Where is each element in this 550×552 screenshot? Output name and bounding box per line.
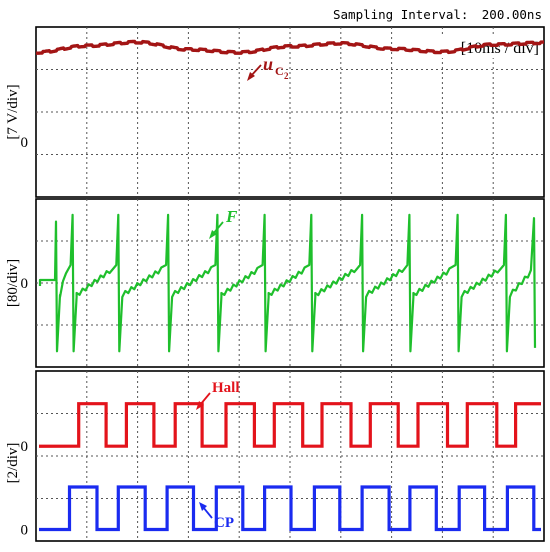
zero-label-cp: 0 xyxy=(21,523,29,539)
series-label-f: F xyxy=(225,207,238,226)
y-axis-label: [80/div] xyxy=(5,259,21,307)
zero-label: 0 xyxy=(21,276,29,292)
series-pointer-arrow xyxy=(196,392,211,410)
series-label-hall: Hall xyxy=(212,380,240,396)
series-pointer-arrow xyxy=(199,502,213,519)
sampling-interval-label: Sampling Interval: xyxy=(333,7,468,22)
series-label-main: u xyxy=(263,54,273,74)
grid xyxy=(36,199,544,367)
y-axis-label: [2/div] xyxy=(5,443,21,484)
trace-force xyxy=(38,213,537,353)
panel-capacitor-voltage: [7 V/div] 0 [10ms / div] u C 2 xyxy=(5,26,545,198)
grid xyxy=(36,27,544,197)
trace-group xyxy=(35,39,545,55)
sampling-interval-value: 200.00ns xyxy=(482,7,542,22)
y-axis-label: [7 V/div] xyxy=(5,84,21,139)
trace-group xyxy=(38,402,542,532)
series-label-subsub: 2 xyxy=(284,71,289,81)
series-label-sub: C xyxy=(275,64,284,78)
trace-hall xyxy=(38,402,542,448)
panel-force: [80/div] 0 F xyxy=(5,198,545,368)
series-pointer-arrow xyxy=(209,221,224,239)
trace-uc2 xyxy=(35,39,545,55)
series-label-cp: CP xyxy=(214,515,234,531)
panel-digital-signals: [2/div] 0 0 Hall CP xyxy=(5,370,545,542)
zero-label: 0 xyxy=(21,135,29,151)
series-pointer-arrow xyxy=(247,64,262,81)
trace-group xyxy=(38,213,537,353)
series-label-uc2: u C 2 xyxy=(263,54,289,81)
zero-label-hall: 0 xyxy=(21,439,29,455)
trace-cp xyxy=(38,485,542,532)
